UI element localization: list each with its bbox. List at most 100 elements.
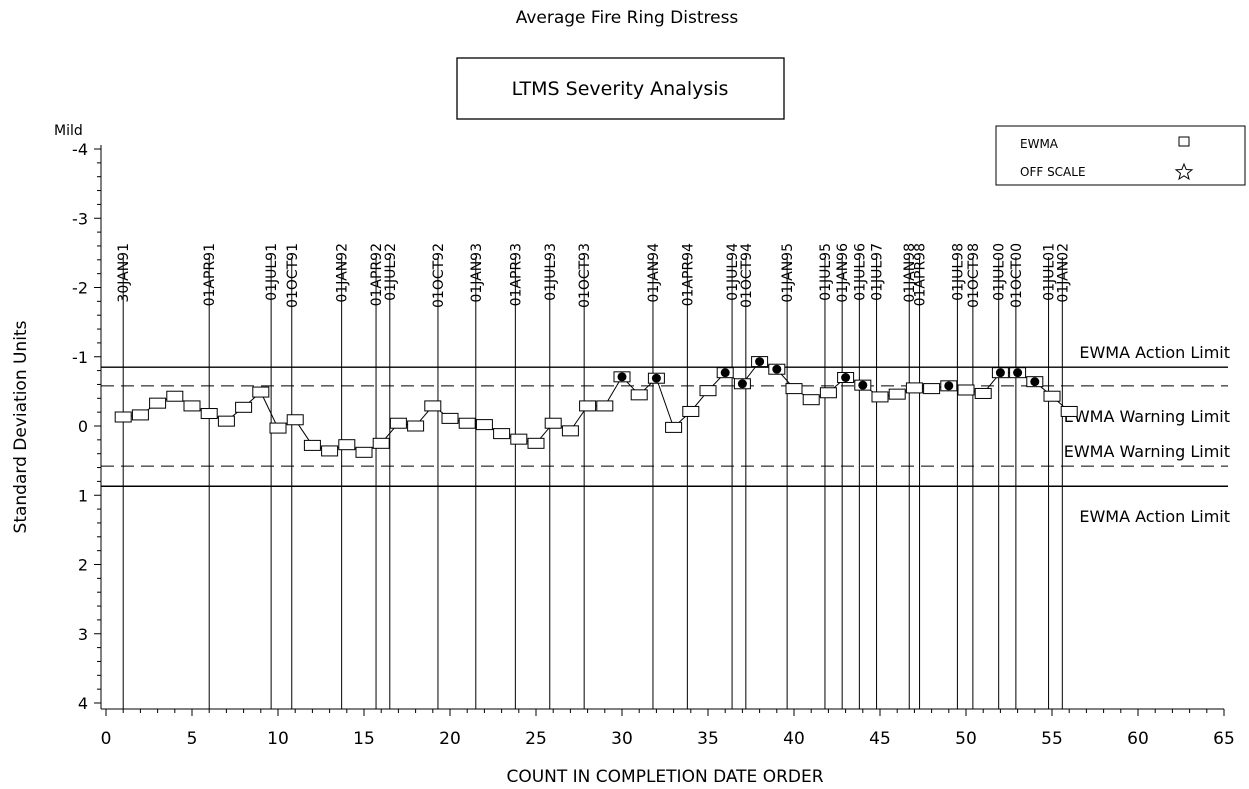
ewma-filled-point — [617, 372, 627, 382]
x-tick-label: 0 — [101, 729, 112, 749]
y-tick-label: 2 — [78, 556, 88, 575]
subtitle-box — [456, 57, 785, 120]
date-marker-label: 01JUL94 — [725, 243, 741, 301]
date-marker-label: 01OCT94 — [739, 243, 755, 308]
ewma-point — [630, 389, 648, 401]
limit-lines: EWMA Action Limit EWMA Warning Limit EWMA … — [101, 343, 1230, 526]
ewma-point — [114, 411, 132, 423]
legend-label-off-scale: OFF SCALE — [1020, 165, 1086, 179]
limit-label: EWMA Warning Limit — [1064, 407, 1230, 426]
ewma-point — [493, 428, 511, 440]
ewma-filled-point — [651, 373, 661, 383]
x-tick-label: 55 — [1041, 729, 1063, 749]
x-tick-label: 5 — [187, 729, 198, 749]
ewma-point — [407, 420, 425, 432]
date-markers: 30JAN91 01APR91 01JUL91 01OCT91 01JAN92 01APR… — [116, 243, 1071, 709]
limit-label: EWMA Action Limit — [1079, 343, 1230, 362]
date-marker-label: 01JUL93 — [543, 243, 559, 301]
date-marker-label: 01JUL92 — [383, 243, 399, 301]
ewma-point — [200, 408, 218, 420]
y-tick-label: -3 — [72, 209, 88, 228]
y-tick-label: -1 — [72, 348, 88, 367]
ewma-point — [699, 385, 717, 397]
ewma-point — [338, 439, 356, 451]
ewma-point — [321, 445, 339, 457]
ewma-point — [131, 409, 149, 421]
limit-label: EWMA Action Limit — [1079, 507, 1230, 526]
legend-label-ewma: EWMA — [1020, 137, 1059, 151]
date-marker-label: 30JAN91 — [116, 243, 132, 303]
ewma-point — [819, 387, 837, 399]
date-marker-label: 01JUL98 — [950, 243, 966, 301]
ewma-filled-point — [737, 379, 747, 389]
ewma-filled-point — [720, 368, 730, 378]
ewma-point — [252, 386, 270, 398]
ewma-series — [114, 356, 1078, 458]
ewma-filled-point — [772, 364, 782, 374]
ewma-point — [355, 446, 373, 458]
ewma-point — [561, 425, 579, 437]
ewma-point — [905, 382, 923, 394]
ewma-point — [1060, 405, 1078, 417]
y-tick-label: 0 — [78, 417, 88, 436]
date-marker-label: 01APR98 — [913, 243, 929, 306]
ewma-point — [579, 400, 597, 412]
ewma-point — [871, 391, 889, 403]
chart-title: Average Fire Ring Distress — [516, 8, 739, 28]
ewma-line — [123, 360, 1070, 453]
legend-star-icon — [1174, 162, 1194, 181]
y-top-annotation: Mild — [54, 123, 83, 139]
ewma-point — [458, 417, 476, 429]
ewma-point — [888, 388, 906, 400]
ewma-point — [544, 417, 562, 429]
y-tick-label: 3 — [78, 625, 88, 644]
date-marker-label: 01OCT93 — [577, 243, 593, 308]
date-marker-label: 01JUL96 — [852, 243, 868, 301]
x-tick-label: 60 — [1127, 729, 1149, 749]
date-marker-label: 01JAN96 — [835, 243, 851, 303]
date-marker-label: 01JUL00 — [992, 243, 1008, 301]
date-marker-label: 01OCT00 — [1009, 243, 1025, 308]
ewma-filled-point — [1030, 377, 1040, 387]
date-marker-label: 01OCT91 — [285, 243, 301, 308]
x-tick-label: 40 — [783, 729, 805, 749]
ewma-point — [475, 419, 493, 431]
x-tick-label: 20 — [439, 729, 461, 749]
date-marker-label: 01JUL01 — [1042, 243, 1058, 301]
ewma-point — [510, 433, 528, 445]
ewma-filled-point — [995, 368, 1005, 378]
chart-subtitle: LTMS Severity Analysis — [512, 78, 729, 100]
y-axis-label: Standard Deviation Units — [11, 320, 31, 533]
date-marker-label: 01JAN93 — [469, 243, 485, 303]
ewma-point — [957, 384, 975, 396]
date-marker-label: 01JUL91 — [264, 243, 280, 301]
ewma-point — [372, 437, 390, 449]
legend: EWMA OFF SCALE — [995, 125, 1246, 186]
ewma-filled-point — [1013, 368, 1023, 378]
date-marker-label: 01JAN92 — [335, 243, 351, 303]
x-tick-label: 10 — [267, 729, 289, 749]
ewma-point — [785, 383, 803, 395]
ewma-point — [183, 400, 201, 412]
y-tick-label: -2 — [72, 279, 88, 298]
ewma-point — [1043, 390, 1061, 402]
x-tick-label: 50 — [955, 729, 977, 749]
date-marker-label: 01APR93 — [508, 243, 524, 306]
date-marker-label: 01JAN02 — [1055, 243, 1071, 303]
ewma-point — [235, 401, 253, 413]
ewma-point — [802, 394, 820, 406]
ewma-point — [665, 421, 683, 433]
date-marker-label: 01JAN95 — [780, 243, 796, 303]
date-marker-label: 01APR94 — [680, 243, 696, 306]
x-tick-label: 45 — [869, 729, 891, 749]
date-marker-label: 01JUL95 — [818, 243, 834, 301]
date-marker-label: 01OCT98 — [966, 243, 982, 308]
ewma-point — [974, 387, 992, 399]
date-marker-label: 01JAN94 — [646, 243, 662, 303]
ewma-point — [286, 414, 304, 426]
ewma-filled-point — [841, 373, 851, 383]
ewma-point — [596, 400, 614, 412]
x-tick-label: 30 — [611, 729, 633, 749]
